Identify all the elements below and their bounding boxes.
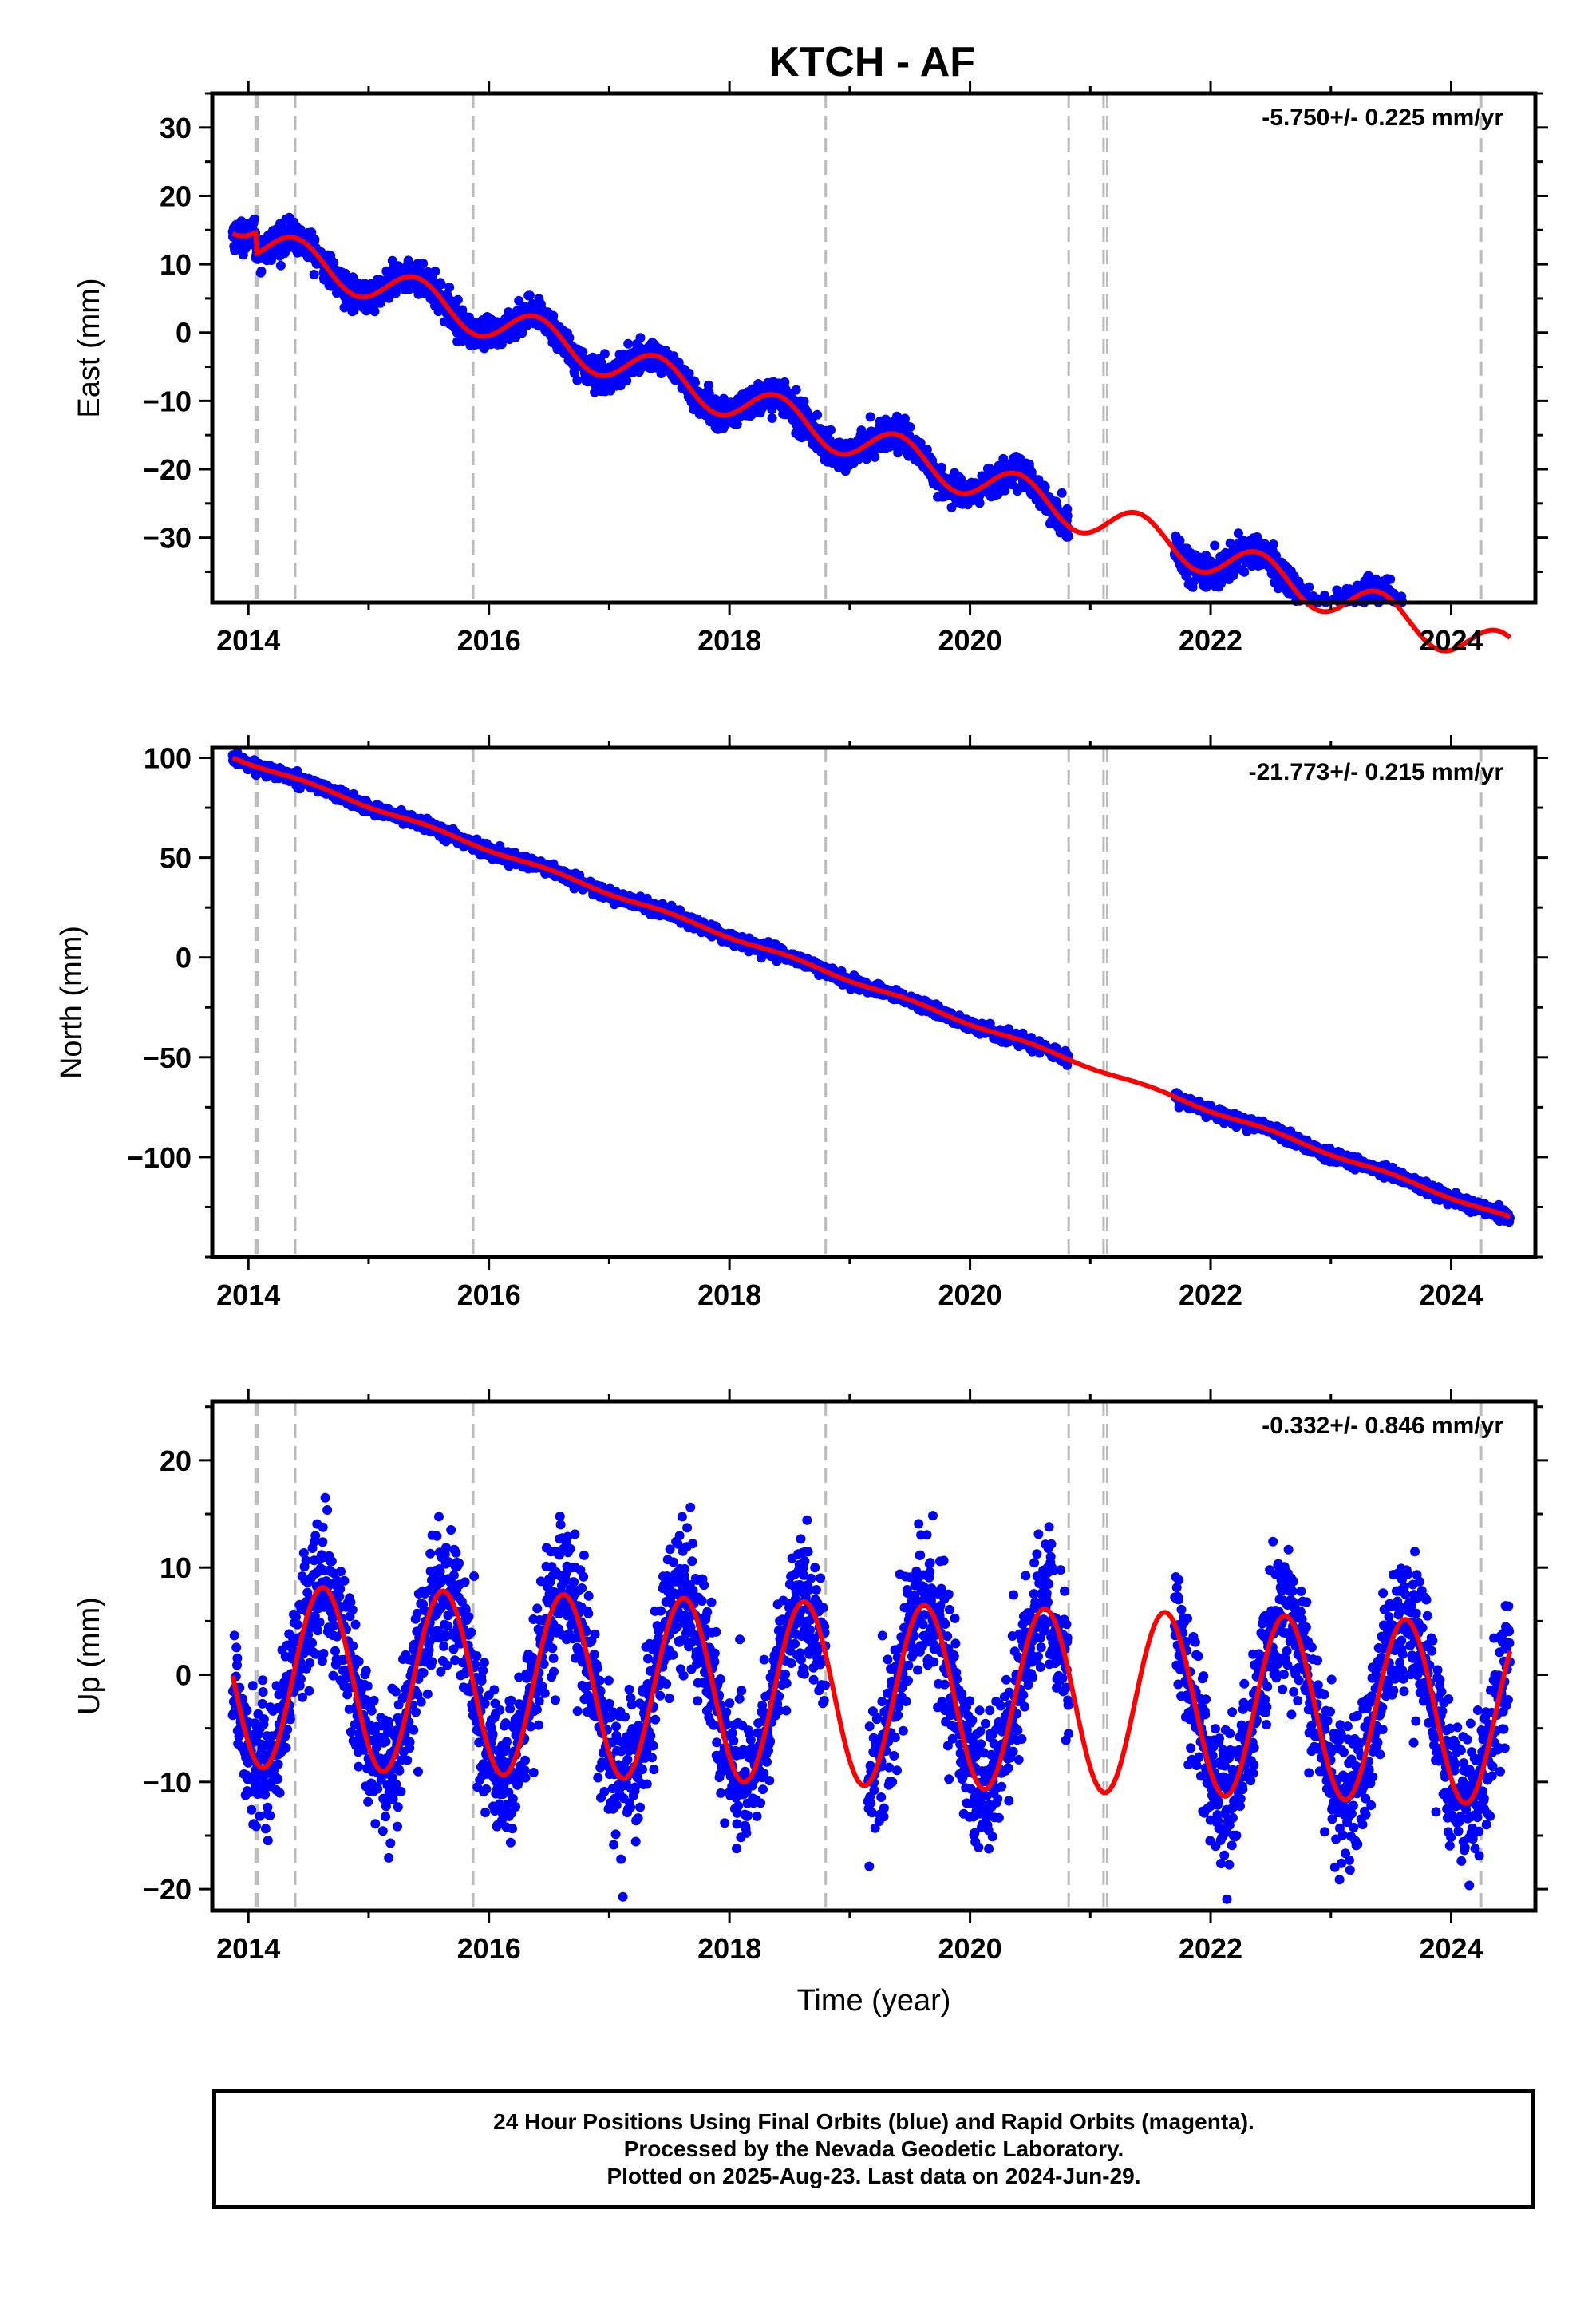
- east-data-point: [1040, 482, 1050, 492]
- east-data-point: [599, 349, 610, 359]
- east-data-point: [865, 412, 875, 422]
- east-y-tick-label: 0: [176, 317, 192, 350]
- east-y-tick-label: −20: [143, 453, 192, 486]
- east-data-point: [369, 306, 380, 317]
- east-data-point: [310, 235, 320, 245]
- east-data-point: [572, 375, 583, 385]
- east-data-point: [1057, 488, 1067, 498]
- east-data-point: [275, 260, 286, 271]
- north-panel: 2014 2016 2018 2020 2022 2024−100−50050100Nor…: [55, 735, 1548, 1311]
- east-data-point: [1268, 539, 1278, 549]
- east-data-point: [974, 498, 985, 508]
- east-y-tick-label: 20: [160, 180, 192, 212]
- east-data-point: [306, 227, 317, 238]
- figure: KTCH - AF 2014 2016 2018 2020 2022 2024 −30 −20…: [55, 39, 1548, 2018]
- east-data-point: [1210, 540, 1220, 551]
- east-data-point: [452, 294, 463, 305]
- east-y-tick-label: −10: [143, 385, 192, 417]
- east-data-point: [497, 335, 508, 346]
- east-y-tick-label: 30: [160, 112, 192, 144]
- east-data-point: [623, 338, 634, 349]
- east-data-point: [635, 333, 646, 343]
- east-panel: 2014 2016 2018 2020 2022 2024 −30 −20 −10 0 10 20 30…: [73, 81, 1548, 657]
- east-data-point: [780, 377, 790, 387]
- east-data-point: [905, 422, 915, 433]
- east-plot-area: [212, 93, 1535, 603]
- east-data-point: [936, 462, 946, 472]
- east-data-point: [1239, 567, 1250, 577]
- east-data-point: [684, 368, 694, 378]
- east-x-tick-label: 2022: [1179, 624, 1242, 657]
- east-data-point: [524, 290, 535, 301]
- east-data-point: [249, 214, 259, 224]
- east-data-point: [514, 295, 524, 306]
- east-data-point: [1064, 531, 1073, 541]
- east-data-point: [690, 377, 700, 388]
- east-data-point: [812, 409, 823, 420]
- east-data-point: [403, 255, 413, 266]
- east-x-tick-label: 2018: [697, 624, 761, 657]
- east-data-point: [266, 255, 276, 265]
- figure-title: KTCH - AF: [769, 39, 975, 85]
- east-x-tick-label: 2014: [216, 624, 280, 657]
- east-y-axis-label: East (mm): [73, 278, 106, 417]
- east-data-point: [444, 283, 455, 293]
- east-x-tick-label: 2016: [457, 624, 521, 657]
- east-data-point: [1385, 574, 1396, 584]
- east-data-point: [1304, 582, 1314, 592]
- east-x-tick-label: 2020: [938, 624, 1002, 657]
- east-data-point: [309, 270, 319, 279]
- east-data-point: [430, 267, 440, 276]
- east-data-point: [256, 266, 267, 276]
- east-data-point: [826, 425, 836, 435]
- east-rate-label: -5.750+/- 0.225 mm/yr: [1262, 105, 1503, 131]
- east-data-point: [870, 452, 880, 462]
- east-data-point: [791, 385, 801, 395]
- east-y-tick-label: −30: [143, 522, 192, 555]
- east-y-tick-label: 10: [160, 248, 192, 281]
- east-data-point: [767, 413, 777, 423]
- east-data-point: [418, 259, 429, 269]
- east-x-tick-label: 2024: [1419, 624, 1483, 657]
- east-data-point: [436, 279, 446, 290]
